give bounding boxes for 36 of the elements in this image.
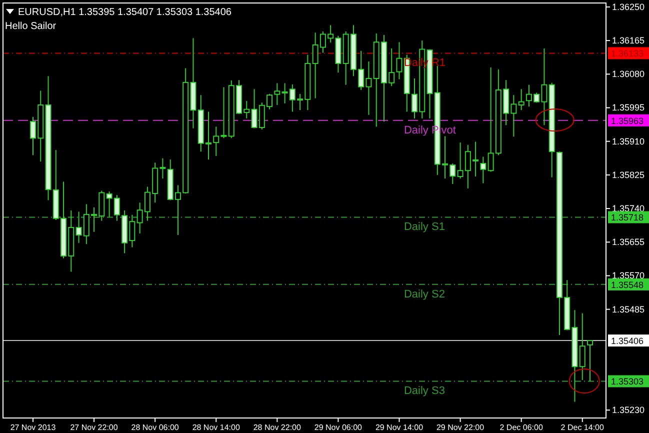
candlestick (587, 340, 593, 382)
y-tick-label: 1.35230 (612, 405, 645, 416)
y-tick-label: 1.35655 (612, 237, 645, 248)
chart-title: EURUSD,H1 1.35395 1.35407 1.35303 1.35406 (18, 7, 232, 18)
x-tick-label: 2 Dec 14:00 (560, 423, 604, 432)
x-tick-label: 29 Nov 22:00 (436, 423, 485, 432)
y-tick-label: 1.35825 (612, 170, 645, 180)
annotation: Daily S1 (404, 221, 445, 234)
ref-line-label: 1.35548 (611, 280, 644, 290)
y-tick-label: 1.36250 (612, 2, 645, 12)
y-tick-label: 1.35485 (612, 304, 645, 314)
x-tick-label: 28 Nov 06:00 (131, 423, 180, 432)
y-tick-label: 1.36080 (612, 69, 645, 80)
ref-line-label: 1.35963 (611, 116, 644, 126)
ref-line-label: 1.35303 (611, 376, 644, 387)
x-tick-label: 29 Nov 06:00 (314, 423, 363, 432)
x-tick-label: 28 Nov 22:00 (253, 423, 302, 432)
text: Hello Sailor (5, 21, 57, 32)
ref-line-label: 1.35406 (611, 336, 644, 346)
y-tick-label: 1.36165 (612, 36, 645, 46)
y-tick-label: 1.35995 (612, 102, 645, 113)
x-tick-label: 27 Nov 22:00 (70, 423, 118, 432)
candlestick (579, 312, 586, 381)
candlestick (480, 156, 486, 184)
annotation: Daily S2 (404, 288, 445, 300)
x-tick-label: 2 Dec 06:00 (500, 423, 544, 432)
y-tick-label: 1.35740 (612, 204, 645, 214)
x-tick-label: 29 Nov 14:00 (375, 423, 424, 432)
y-tick-label: 1.35570 (612, 270, 645, 281)
candlestick (518, 88, 524, 111)
annotation: Daily S3 (404, 385, 445, 398)
x-tick-label: 28 Nov 14:00 (192, 423, 240, 432)
x-tick-label: 27 Nov 2013 (10, 423, 56, 432)
y-tick-label: 1.35910 (612, 136, 645, 146)
ref-line-label: 1.35718 (611, 212, 644, 223)
ref-line-label: 1.36133 (611, 48, 644, 59)
